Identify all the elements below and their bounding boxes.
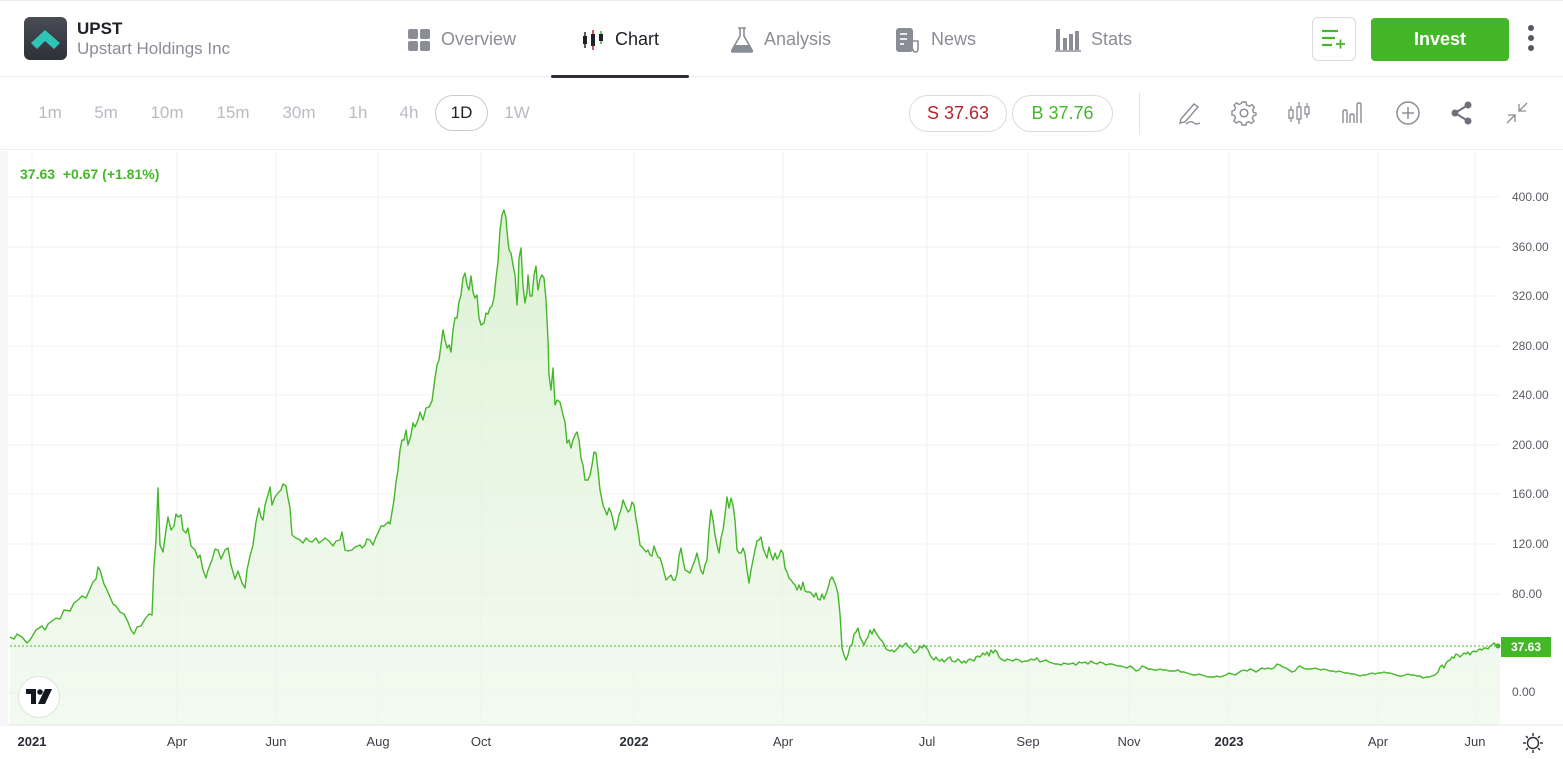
gear-icon bbox=[1231, 101, 1257, 126]
chart-canvas[interactable] bbox=[0, 151, 1563, 756]
grid-icon bbox=[408, 28, 430, 51]
tab-stats[interactable]: Stats bbox=[1055, 1, 1132, 78]
toolbar-divider bbox=[1139, 92, 1140, 134]
kebab-menu-icon bbox=[1528, 25, 1534, 31]
upstart-logo bbox=[24, 17, 67, 60]
timeframe-10m[interactable]: 10m bbox=[150, 103, 184, 122]
share-button[interactable] bbox=[1447, 98, 1477, 128]
timeframe-5m[interactable]: 5m bbox=[94, 103, 118, 122]
tab-analysis-label: Analysis bbox=[764, 29, 832, 49]
add-indicator-icon bbox=[1396, 101, 1420, 125]
flask-icon bbox=[730, 26, 754, 53]
timeframe-1m[interactable]: 1m bbox=[38, 103, 62, 122]
y-tick-320: 320.00 bbox=[1512, 289, 1549, 303]
chart-left-edge bbox=[0, 151, 8, 726]
timeframe-4h[interactable]: 4h bbox=[399, 103, 419, 122]
ticker-symbol: UPST bbox=[77, 19, 123, 38]
x-tick-aug-2021: Aug bbox=[366, 734, 390, 749]
x-tick-nov-2022: Nov bbox=[1117, 734, 1141, 749]
bar-type-icon bbox=[1342, 102, 1362, 123]
x-tick-2022: 2022 bbox=[619, 734, 649, 749]
candlestick-icon bbox=[583, 29, 603, 50]
add-to-watchlist-icon bbox=[1322, 29, 1345, 49]
tradingview-logo[interactable] bbox=[18, 676, 60, 718]
tab-chart[interactable]: Chart bbox=[550, 1, 690, 78]
y-tick-200: 200.00 bbox=[1512, 438, 1549, 452]
tab-chart-label: Chart bbox=[615, 29, 660, 49]
candlestick-icon bbox=[1288, 102, 1310, 124]
timeframe-15m[interactable]: 15m bbox=[216, 103, 250, 122]
y-tick-400: 400.00 bbox=[1512, 190, 1549, 204]
y-tick-160: 160.00 bbox=[1512, 487, 1549, 501]
y-tick-80: 80.00 bbox=[1512, 587, 1543, 601]
y-tick-120: 120.00 bbox=[1512, 537, 1549, 551]
draw-tool-button[interactable] bbox=[1175, 98, 1205, 128]
more-options-button[interactable] bbox=[1522, 25, 1540, 53]
settings-button[interactable] bbox=[1229, 98, 1259, 128]
buy-price-button[interactable]: B 37.76 bbox=[1012, 95, 1113, 132]
collapse-icon bbox=[1506, 102, 1528, 124]
tradingview-icon bbox=[26, 689, 52, 704]
x-tick-sep-2022: Sep bbox=[1016, 734, 1040, 749]
quote-change: +0.67 bbox=[62, 166, 99, 182]
tab-stats-label: Stats bbox=[1091, 29, 1133, 49]
top-bar: UPST Upstart Holdings Inc Overview Chart… bbox=[0, 0, 1563, 78]
kebab-dot bbox=[1528, 45, 1534, 51]
kebab-dot bbox=[1528, 35, 1534, 41]
collapse-button[interactable] bbox=[1502, 98, 1532, 128]
y-tick-0: 0.00 bbox=[1512, 685, 1536, 699]
quote-change-pct: (+1.81%) bbox=[102, 166, 160, 182]
add-indicator-button[interactable] bbox=[1393, 98, 1423, 128]
quote-summary: 37.63 +0.67 (+1.81%) bbox=[20, 166, 159, 182]
quote-price: 37.63 bbox=[20, 166, 56, 182]
pencil-icon bbox=[1179, 103, 1201, 125]
x-tick-jul-2022: Jul bbox=[918, 734, 936, 749]
bar-chart-icon bbox=[1055, 28, 1081, 52]
x-tick-apr-2023: Apr bbox=[1367, 734, 1389, 749]
x-tick-oct-2021: Oct bbox=[470, 734, 492, 749]
y-tick-240: 240.00 bbox=[1512, 388, 1549, 402]
share-icon bbox=[1451, 101, 1472, 125]
x-tick-apr-2022: Apr bbox=[772, 734, 794, 749]
bar-type-button[interactable] bbox=[1338, 98, 1368, 128]
add-to-watchlist-button[interactable] bbox=[1312, 17, 1356, 61]
tab-overview[interactable]: Overview bbox=[407, 1, 516, 78]
invest-button[interactable]: Invest bbox=[1371, 18, 1509, 61]
chart-type-button[interactable] bbox=[1284, 98, 1314, 128]
chart-toolbar: 1m 5m 10m 15m 30m 1h 4h 1D 1W S 37.63 B … bbox=[0, 78, 1563, 150]
timeframe-30m[interactable]: 30m bbox=[282, 103, 316, 122]
last-price-dot bbox=[1495, 643, 1501, 649]
price-chart[interactable]: 37.63 +0.67 (+1.81%) 400.00 360.00 320.0… bbox=[0, 151, 1563, 756]
timeframe-1d[interactable]: 1D bbox=[435, 95, 488, 131]
tab-overview-label: Overview bbox=[441, 29, 517, 49]
y-tick-360: 360.00 bbox=[1512, 240, 1549, 254]
tab-news-label: News bbox=[931, 29, 977, 49]
price-area bbox=[10, 210, 1500, 725]
company-name: Upstart Holdings Inc bbox=[77, 39, 231, 58]
sell-price-button[interactable]: S 37.63 bbox=[909, 95, 1007, 132]
x-tick-2021: 2021 bbox=[17, 734, 47, 749]
theme-toggle-button[interactable] bbox=[1522, 732, 1544, 754]
sun-icon bbox=[1523, 733, 1543, 753]
document-icon bbox=[896, 27, 919, 53]
x-tick-apr-2021: Apr bbox=[166, 734, 188, 749]
x-tick-2023: 2023 bbox=[1214, 734, 1244, 749]
last-price-tag: 37.63 bbox=[1501, 637, 1551, 657]
x-tick-jun-2021: Jun bbox=[265, 734, 287, 749]
x-tick-jun-2023: Jun bbox=[1464, 734, 1486, 749]
y-tick-280: 280.00 bbox=[1512, 339, 1549, 353]
timeframe-1w[interactable]: 1W bbox=[504, 103, 530, 122]
price-line bbox=[9, 209, 1499, 679]
tab-analysis[interactable]: Analysis bbox=[730, 1, 831, 78]
timeframe-1h[interactable]: 1h bbox=[348, 103, 368, 122]
tab-news[interactable]: News bbox=[895, 1, 976, 78]
